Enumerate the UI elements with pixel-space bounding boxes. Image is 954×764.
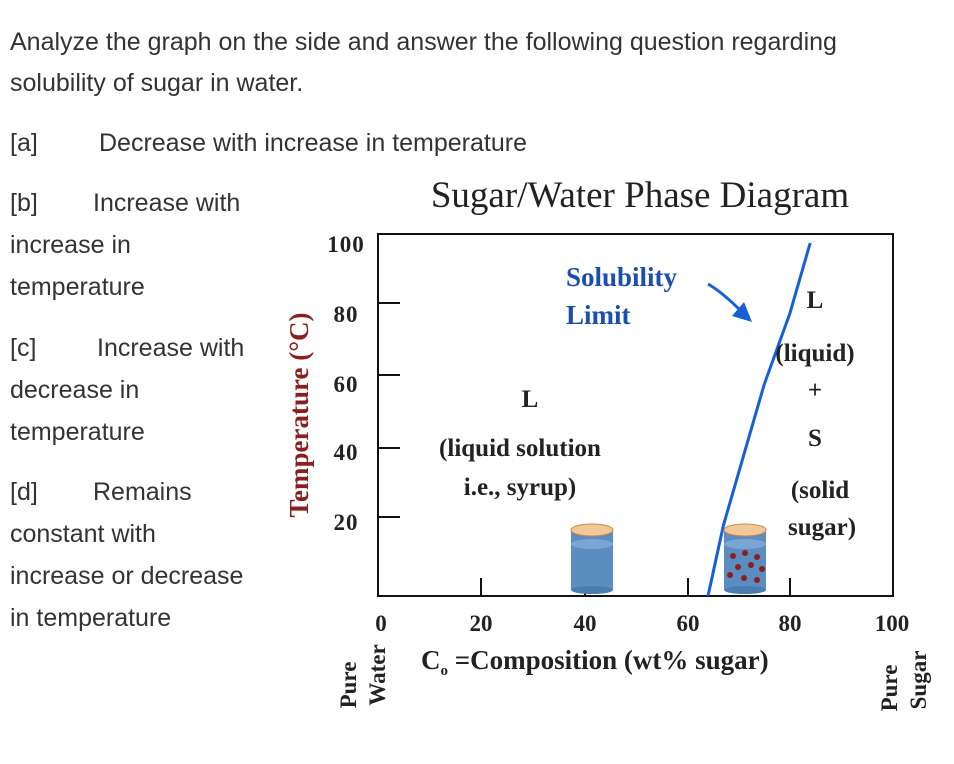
option-b-text-1[interactable]: Increase with — [93, 189, 241, 217]
liquid-region-label-2: (liquid solution — [439, 435, 601, 462]
pure-sugar-label-1: Pure — [877, 665, 902, 712]
option-a-letter[interactable]: [a] — [10, 129, 38, 157]
solubility-annotation-2: Limit — [566, 300, 631, 330]
option-c-text-2[interactable]: decrease in — [10, 376, 140, 404]
x-axis-label-prefix: C — [421, 645, 441, 675]
pure-water-label-2: Water — [365, 644, 390, 705]
question-line-2: solubility of sugar in water. — [10, 69, 304, 97]
option-d-text-4[interactable]: in temperature — [10, 604, 172, 632]
x-axis-label-subscript: o — [441, 663, 449, 679]
syrup-beaker-icon — [570, 523, 614, 594]
solubility-arrow — [707, 282, 744, 314]
option-d-letter[interactable]: [d] — [10, 478, 38, 506]
liquid-region-label-1: L — [522, 386, 539, 413]
x-tick-40: 40 — [574, 611, 597, 636]
two-phase-label-6: sugar) — [788, 514, 856, 541]
option-b-letter[interactable]: [b] — [10, 189, 38, 217]
x-tick-60: 60 — [677, 611, 700, 636]
x-axis-label: Co =Composition (wt% sugar) — [421, 645, 769, 679]
question-line-1: Analyze the graph on the side and answer… — [10, 28, 837, 56]
x-axis-label-text: Composition (wt% sugar) — [470, 645, 769, 675]
y-axis-label: Temperature (°C) — [284, 312, 314, 517]
two-phase-label-3: + — [808, 377, 822, 404]
x-tick-100: 100 — [875, 611, 910, 636]
option-d-text-2[interactable]: constant with — [10, 520, 156, 548]
option-c-text-1[interactable]: Increase with — [97, 334, 245, 362]
two-phase-label-2: (liquid) — [775, 340, 854, 367]
y-tick-40: 40 — [334, 440, 359, 465]
option-d-text-1[interactable]: Remains — [93, 478, 192, 506]
x-tick-0: 0 — [375, 611, 387, 636]
y-tick-80: 80 — [334, 302, 359, 327]
plot-frame — [377, 233, 894, 597]
option-a-text[interactable]: Decrease with increase in temperature — [99, 129, 527, 157]
y-tick-20: 20 — [334, 510, 359, 535]
chart-title: Sugar/Water Phase Diagram — [431, 175, 849, 216]
x-tick-80: 80 — [779, 611, 802, 636]
y-tick-100: 100 — [327, 232, 365, 257]
two-phase-label-1: L — [807, 287, 824, 314]
y-tick-60: 60 — [334, 372, 359, 397]
pure-sugar-label-2: Sugar — [906, 651, 931, 710]
solubility-limit-curve — [706, 242, 812, 597]
liquid-region-label-3: i.e., syrup) — [464, 474, 577, 501]
solubility-arrowhead — [732, 302, 752, 322]
option-b-text-2[interactable]: increase in — [10, 231, 131, 259]
pure-water-label-1: Pure — [336, 662, 361, 709]
solubility-annotation-1: Solubility — [566, 262, 678, 292]
option-c-letter[interactable]: [c] — [10, 334, 37, 362]
two-phase-label-5: (solid — [791, 477, 849, 504]
option-c-text-3[interactable]: temperature — [10, 418, 145, 446]
saturated-beaker-icon — [723, 523, 767, 594]
two-phase-label-4: S — [808, 425, 822, 452]
option-d-text-3[interactable]: increase or decrease — [10, 562, 244, 590]
x-tick-20: 20 — [470, 611, 493, 636]
option-b-text-3[interactable]: temperature — [10, 273, 145, 301]
